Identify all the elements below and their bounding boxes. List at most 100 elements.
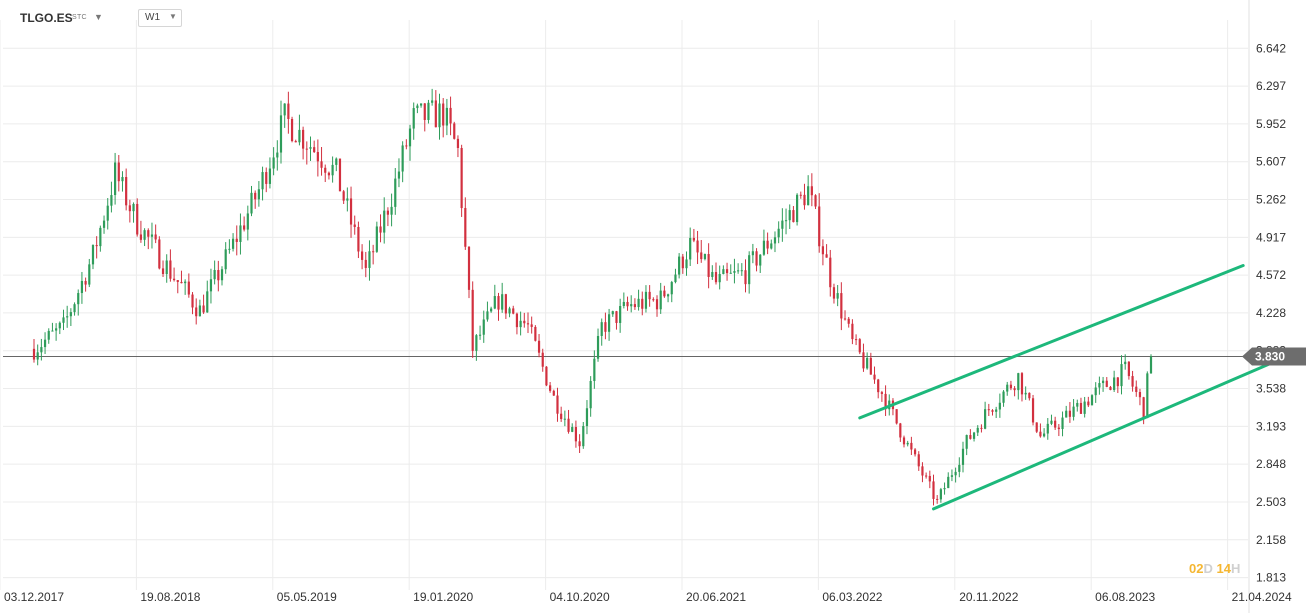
candle-body — [703, 254, 707, 260]
candle-body — [777, 228, 780, 238]
timeframe-select[interactable]: W1 ▼ — [138, 9, 182, 27]
candle-body — [796, 194, 799, 223]
candle — [984, 401, 987, 430]
candle-body — [652, 299, 655, 301]
candle-body — [537, 340, 541, 353]
chart-grid — [0, 0, 1250, 613]
candle — [630, 295, 633, 313]
candle — [788, 204, 791, 230]
candle-body — [220, 269, 224, 281]
candle-body — [316, 152, 319, 162]
candle-body — [1013, 388, 1016, 391]
candle-body — [1142, 397, 1145, 419]
candle-body — [106, 205, 109, 221]
candle-body — [902, 437, 906, 445]
candle — [261, 166, 264, 201]
candle — [696, 230, 699, 265]
candle-body — [582, 426, 585, 447]
candle — [55, 323, 58, 341]
candle — [644, 285, 648, 313]
candle — [401, 141, 404, 183]
candle — [427, 99, 430, 124]
candle — [980, 424, 983, 433]
candle-body — [91, 245, 95, 265]
candle — [482, 310, 485, 343]
candle — [869, 352, 872, 375]
x-tick-label: 19.01.2020 — [413, 590, 473, 604]
symbol-dropdown-icon[interactable]: ▼ — [94, 12, 103, 22]
candle — [596, 328, 600, 362]
candle-body — [467, 246, 471, 290]
candle-body — [759, 254, 762, 266]
candle — [1149, 354, 1153, 374]
candle-body — [556, 395, 559, 414]
candle — [670, 280, 673, 303]
candle — [851, 319, 854, 345]
candle-body — [202, 305, 205, 313]
candle — [1105, 377, 1108, 388]
candle — [349, 186, 353, 238]
candle-body — [154, 234, 157, 240]
candle — [471, 281, 474, 358]
candle-body — [169, 260, 172, 279]
candle — [917, 451, 920, 471]
countdown-hours-unit: H — [1230, 561, 1241, 576]
candle — [545, 366, 548, 387]
candle — [372, 244, 375, 265]
candle — [434, 90, 437, 128]
candle-body — [158, 239, 161, 269]
candle — [1138, 388, 1142, 406]
candle-body — [666, 294, 670, 297]
candle — [438, 93, 441, 140]
candle — [526, 312, 530, 334]
candle-body — [195, 307, 198, 317]
candle-body — [486, 311, 489, 320]
candle-body — [390, 206, 393, 215]
candle-body — [737, 270, 740, 272]
candle — [810, 173, 813, 207]
candle-body — [117, 162, 120, 182]
candle-body — [604, 322, 607, 332]
candle — [419, 103, 423, 108]
candle-body — [619, 305, 622, 323]
candle-body — [1135, 386, 1138, 393]
candle — [578, 434, 581, 454]
candle — [379, 214, 382, 243]
candle — [1068, 402, 1072, 423]
candle — [737, 263, 740, 274]
candle-body — [335, 158, 338, 165]
candle — [998, 393, 1001, 418]
candle — [158, 236, 161, 270]
candle-body — [991, 410, 994, 412]
candle-body — [925, 475, 928, 477]
candle-body — [936, 498, 939, 500]
candle-body — [571, 427, 574, 432]
candle-body — [611, 311, 614, 315]
candle — [360, 244, 364, 270]
candle-body — [530, 324, 533, 327]
candle — [703, 253, 707, 261]
candle-body — [475, 335, 478, 351]
candle — [818, 193, 821, 253]
candle-body — [95, 245, 98, 247]
candle — [611, 310, 614, 317]
y-tick-label: 5.262 — [1256, 193, 1286, 207]
candle-body — [563, 418, 566, 420]
candle-body — [696, 240, 699, 253]
candle-body — [80, 280, 84, 294]
candle — [80, 271, 84, 304]
instrument-symbol[interactable]: TLGO.ES — [20, 11, 73, 25]
candle-body — [733, 271, 736, 273]
candle — [1024, 386, 1027, 400]
candle-body — [69, 312, 72, 317]
candle — [770, 239, 773, 250]
candle-body — [803, 194, 806, 206]
candle-body — [423, 103, 426, 120]
candle-body — [51, 330, 54, 332]
candle — [184, 279, 187, 295]
candle-body — [958, 464, 961, 472]
candle — [744, 259, 747, 293]
candle — [1013, 386, 1016, 397]
candle — [995, 406, 998, 419]
